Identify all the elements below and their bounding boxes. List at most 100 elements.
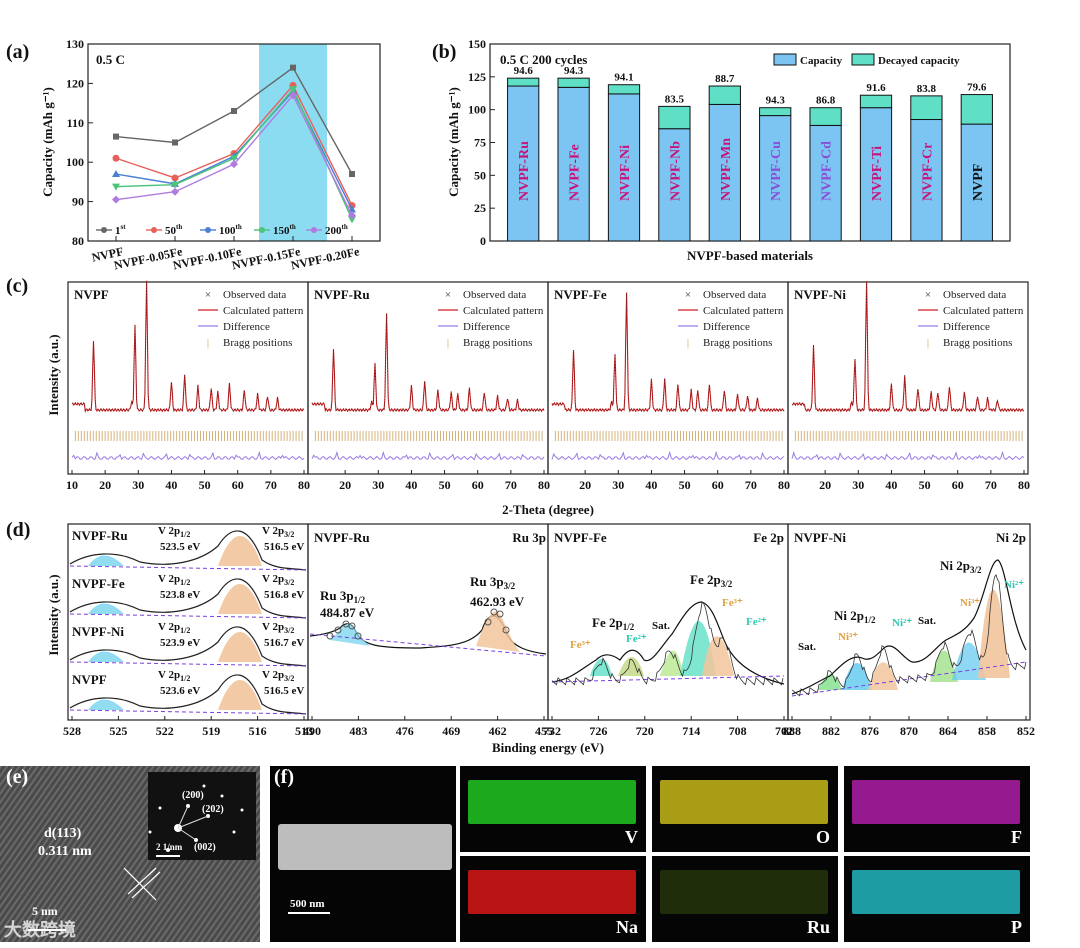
data-point-200th <box>171 187 179 196</box>
svg-text:V 2p1/2: V 2p1/2 <box>158 573 190 587</box>
panel-b-letter: (b) <box>432 41 456 63</box>
data-point-200th <box>348 211 356 220</box>
data-point-150th <box>230 155 238 163</box>
legend-150th: 150th <box>273 223 296 237</box>
y-tick-label: 110 <box>67 116 84 130</box>
x-tick-label: 720 <box>636 724 654 738</box>
x-tick-label: 40 <box>405 478 417 492</box>
data-point-150th <box>289 86 297 94</box>
observed-data <box>551 292 785 412</box>
category-label: NVPF-Ru <box>517 141 532 201</box>
bar-capacity <box>557 86 590 242</box>
y-axis-label-a: Capacity (mAh g⁻¹) <box>40 87 55 197</box>
legend-1st: 1st <box>115 223 126 237</box>
v32-value: 516.7 eV <box>264 637 304 649</box>
series-a <box>112 64 356 224</box>
bar-decayed <box>557 77 590 88</box>
bragg-positions <box>74 431 303 441</box>
ni-sample: NVPF-Ni <box>794 530 846 545</box>
x-tick-label: 469 <box>442 724 460 738</box>
x-tick-label: 462 <box>489 724 507 738</box>
fe2p-plot: NVPF-Fe Fe 2p Fe 2p1/2 Fe 2p3/2 Sat. Fe³… <box>543 530 793 738</box>
difference-curve <box>551 450 785 461</box>
legend-label: Bragg positions <box>943 337 1012 349</box>
data-point-1st <box>113 133 119 140</box>
y-axis-label-b: Capacity (mAh g⁻¹) <box>446 87 461 197</box>
bar-capacity <box>607 93 641 242</box>
bar-decayed <box>507 77 540 87</box>
eds-map-Ru: Ru <box>652 856 838 942</box>
difference-curve <box>311 450 545 461</box>
retention-label: 94.3 <box>564 65 584 77</box>
category-label: NVPF-Cu <box>769 141 784 201</box>
eds-map-F: F <box>844 766 1030 852</box>
v12-value: 523.5 eV <box>160 541 200 553</box>
bar-decayed <box>910 95 943 121</box>
x-tick-label: 50 <box>199 478 211 492</box>
ru-peak1-value: 484.87 eV <box>320 605 375 620</box>
ru-peak1: Ru 3p1/2 <box>320 588 366 605</box>
category-label: NVPF-Mn <box>719 138 734 201</box>
y-tick-label: 90 <box>72 195 84 209</box>
svg-text:Fe²⁺: Fe²⁺ <box>626 633 647 645</box>
x-tick-label: 70 <box>985 478 997 492</box>
category-label: NVPF-Cr <box>920 143 935 201</box>
y-axis-a: 80 90 100 110 120 130 <box>66 37 93 248</box>
legend-label: Observed data <box>223 289 286 301</box>
x-tick-label: 80 <box>538 478 550 492</box>
retention-label: 94.1 <box>614 72 633 84</box>
x-tick-label: 525 <box>109 724 127 738</box>
x-tick-label: 60 <box>472 478 484 492</box>
xrd-title: NVPF <box>74 287 109 302</box>
x-tick-label: 30 <box>372 478 384 492</box>
y-axis-b: 0 25 50 75 100 125 150 <box>468 37 495 248</box>
y-tick-label: 100 <box>468 103 486 117</box>
retention-label: 94.6 <box>514 65 534 77</box>
retention-label: 94.3 <box>766 95 786 107</box>
tem-scale-label: 5 nm <box>32 904 58 918</box>
saed-scale-label: 2 1/nm <box>156 842 183 852</box>
observed-data <box>791 281 1025 412</box>
category-label: NVPF-Ni <box>618 145 633 201</box>
retention-label: 88.7 <box>715 73 735 85</box>
retention-label: 83.8 <box>917 83 937 95</box>
v12-value: 523.9 eV <box>160 637 200 649</box>
legend-label: Calculated pattern <box>703 305 784 317</box>
x-tick-label: 455 <box>535 724 553 738</box>
x-tick-label: NVPF-0.20Fe <box>290 244 362 272</box>
legend-b: Capacity Decayed capacity <box>773 53 960 67</box>
x-tick-label: 528 <box>63 724 81 738</box>
svg-text:Fe³⁺: Fe³⁺ <box>570 639 591 651</box>
legend-50th: 50th <box>165 223 182 237</box>
y-tick-label: 150 <box>468 37 486 51</box>
x-tick-label: 864 <box>939 724 957 738</box>
retention-label: 79.6 <box>967 82 987 94</box>
y-tick-label: 80 <box>72 234 84 248</box>
retention-label: 83.5 <box>665 93 685 105</box>
svg-text:Ni³⁺: Ni³⁺ <box>960 597 980 609</box>
x-tick-label: 888 <box>783 724 801 738</box>
v2p-x-ticks: 528 525 522 519 516 513 <box>63 716 313 738</box>
x-tick-label: 882 <box>822 724 840 738</box>
ru-region: Ru 3p <box>512 530 546 545</box>
x-tick-label: 10 <box>66 478 78 492</box>
legend-label: Difference <box>703 321 750 333</box>
svg-text:Ni³⁺: Ni³⁺ <box>838 631 858 643</box>
legend-1: Decayed capacity <box>878 55 960 67</box>
bar-decayed <box>759 107 792 117</box>
bar-decayed <box>859 94 893 109</box>
bar-capacity <box>960 123 993 242</box>
eds-scale-label: 500 nm <box>290 898 325 910</box>
y-tick-label: 130 <box>66 37 84 51</box>
cycles-annotation: 0.5 C 200 cycles <box>500 52 587 67</box>
ru-peak2: Ru 3p3/2 <box>470 574 516 591</box>
data-point-150th <box>171 181 179 189</box>
x-tick-label: 70 <box>265 478 277 492</box>
x-tick-label: 876 <box>861 724 879 738</box>
bar-decayed <box>809 107 842 126</box>
x-tick-label: 30 <box>612 478 624 492</box>
x-tick-label: 732 <box>543 724 561 738</box>
legend-label: Bragg positions <box>463 337 532 349</box>
fe-noisy-data <box>551 601 784 686</box>
svg-text:×: × <box>445 289 451 301</box>
